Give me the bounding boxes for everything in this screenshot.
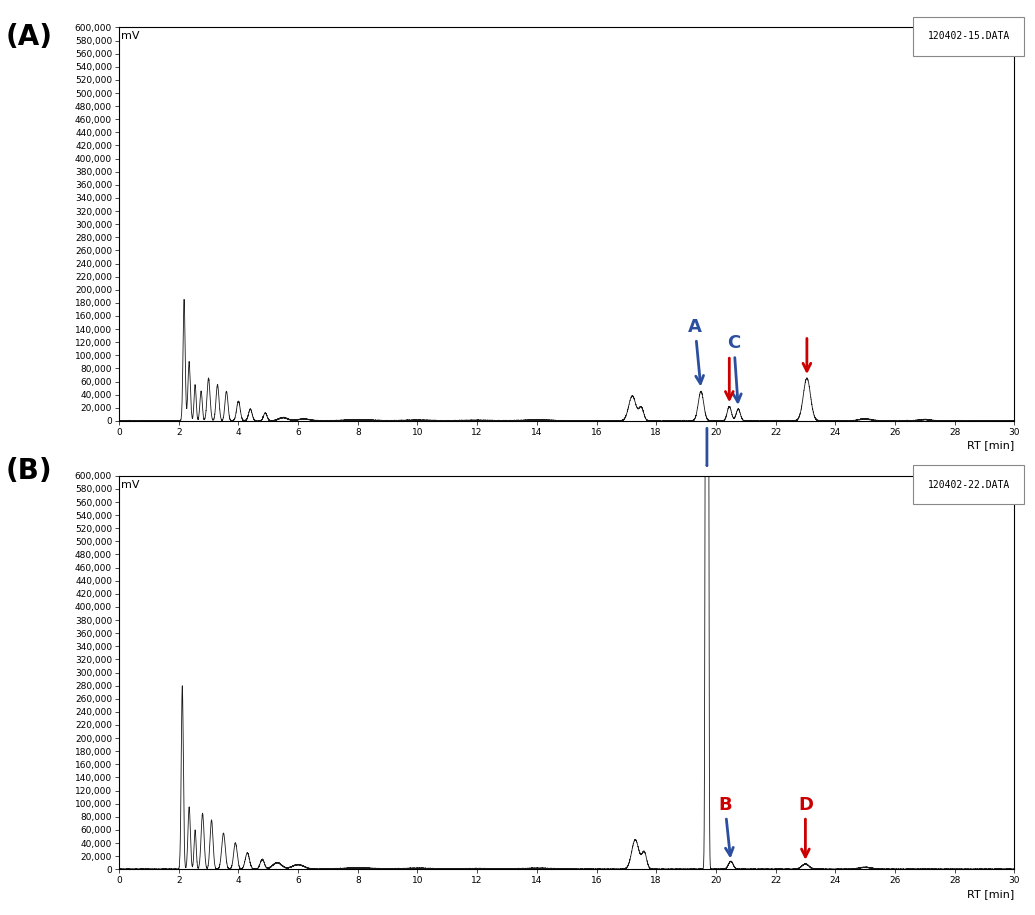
Text: RT [min]: RT [min] (967, 889, 1014, 899)
Text: mV: mV (121, 479, 140, 490)
Text: (B): (B) (5, 458, 52, 486)
Text: 120402-15.DATA: 120402-15.DATA (927, 31, 1010, 41)
Text: B: B (718, 795, 733, 856)
Text: mV: mV (121, 31, 140, 41)
Text: 120402-22.DATA: 120402-22.DATA (927, 479, 1010, 490)
Text: D: D (798, 795, 812, 856)
Text: A: A (688, 318, 704, 383)
Text: (A): (A) (5, 23, 52, 51)
Text: C: C (728, 334, 741, 402)
Text: RT [min]: RT [min] (967, 441, 1014, 450)
